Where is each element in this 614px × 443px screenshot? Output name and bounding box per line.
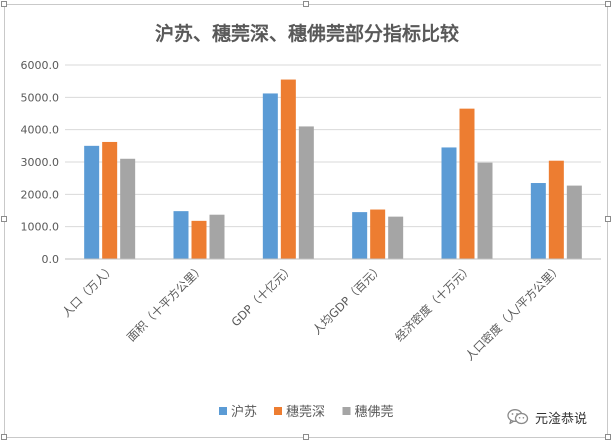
bar (388, 216, 404, 259)
bar (191, 220, 207, 259)
bar (84, 145, 100, 259)
legend-swatch (219, 407, 227, 415)
bar (209, 214, 225, 259)
bar (352, 212, 368, 259)
legend-label: 穗莞深 (286, 405, 325, 420)
y-tick-label: 6000.0 (21, 59, 60, 72)
x-axis-tick-labels: 人口（万人） 面积（十平方公里） GDP（十亿元） 人均GDP（百元） 经济密度（十万元… (59, 261, 564, 363)
bar (441, 147, 457, 259)
y-tick-label: 0.0 (42, 253, 60, 266)
y-tick-label: 5000.0 (21, 91, 60, 104)
resize-handle-top-left[interactable] (1, 1, 7, 7)
x-tick-label: GDP（十亿元） (228, 261, 296, 329)
watermark: 元淦恭说 (507, 404, 587, 430)
legend-swatch (342, 407, 351, 415)
bar (477, 162, 493, 259)
legend-swatch (274, 407, 282, 415)
chart-title: 沪苏、穗莞深、穗佛莞部分指标比较 (155, 22, 459, 45)
y-tick-label: 4000.0 (21, 124, 60, 137)
x-tick-label: 人口密度（人/平方公里） (462, 261, 564, 363)
x-tick-label: 经济密度（十万元） (392, 261, 475, 344)
y-tick-label: 2000.0 (21, 188, 60, 201)
wechat-icon (507, 409, 529, 425)
legend-label: 沪苏 (231, 404, 257, 420)
bar-chart: 沪苏、穗莞深、穗佛莞部分指标比较 0.0 1000.0 2000.0 3000.0 40… (21, 22, 601, 420)
x-tick-label: 人口（万人） (59, 261, 118, 320)
bar (280, 79, 296, 259)
resize-handle-bottom-right[interactable] (605, 434, 611, 440)
resize-handle-middle-left[interactable] (1, 216, 7, 222)
bars (84, 79, 582, 260)
y-axis-tick-labels: 0.0 1000.0 2000.0 3000.0 4000.0 5000.0 6000.0 (21, 59, 60, 266)
resize-handle-middle-right[interactable] (605, 216, 611, 222)
chart-frame: 沪苏、穗莞深、穗佛莞部分指标比较 0.0 1000.0 2000.0 3000.0 40… (4, 4, 608, 438)
bar (530, 183, 546, 259)
x-tick-label: 面积（十平方公里） (124, 261, 207, 344)
bar (459, 108, 475, 260)
bar (120, 158, 136, 259)
watermark-text: 元淦恭说 (535, 411, 588, 427)
bar (548, 160, 564, 259)
bar (262, 93, 278, 259)
y-tick-label: 1000.0 (21, 221, 60, 234)
x-tick-label: 人均GDP（百元） (310, 261, 386, 337)
bar (102, 141, 118, 259)
bar (370, 209, 386, 259)
bar (173, 211, 189, 259)
legend-label: 穗佛莞 (355, 405, 394, 420)
resize-handle-bottom-left[interactable] (1, 434, 7, 440)
legend: 沪苏 穗莞深 穗佛莞 (219, 404, 394, 420)
y-tick-label: 3000.0 (21, 156, 60, 169)
bar (298, 126, 314, 259)
resize-handle-top-right[interactable] (605, 1, 611, 7)
resize-handle-top-middle[interactable] (303, 1, 309, 7)
resize-handle-bottom-middle[interactable] (303, 434, 309, 440)
bar (566, 185, 582, 259)
gridlines (65, 64, 601, 228)
